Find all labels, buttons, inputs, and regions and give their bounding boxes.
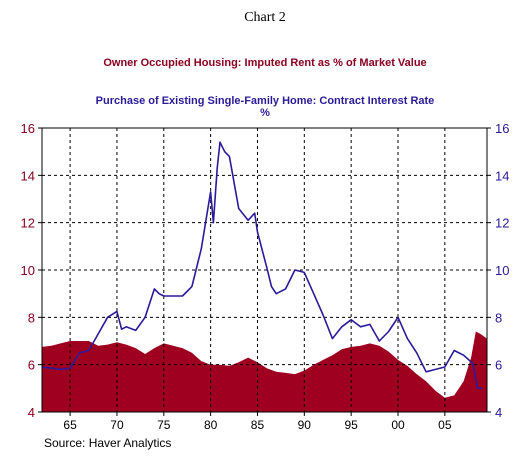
x-tick-label: 70 [110, 418, 124, 432]
legend-area-series: Owner Occupied Housing: Imputed Rent as … [103, 57, 426, 69]
plot-area [41, 127, 488, 413]
y-tick-label-left: 10 [21, 263, 35, 278]
line-series-path [41, 141, 483, 390]
right-axis-ticks: 4 6 8 10 12 14 16 [487, 121, 509, 420]
left-axis-ticks: 4 6 8 10 12 14 16 [21, 121, 42, 420]
source-note: Source: Haver Analytics [44, 436, 171, 450]
y-tick-label-left: 6 [28, 358, 35, 373]
y-tick-label-left: 14 [21, 168, 35, 183]
x-tick-label: 65 [63, 418, 77, 432]
x-tick-label: 95 [344, 418, 358, 432]
y-tick-label-right: 8 [495, 310, 502, 325]
x-tick-label: 85 [251, 418, 265, 432]
y-tick-label-right: 14 [495, 168, 509, 183]
x-tick-label: 75 [157, 418, 171, 432]
y-tick-label-right: 12 [495, 216, 509, 231]
line-series-layer [41, 141, 483, 390]
y-tick-label-left: 8 [28, 310, 35, 325]
chart-label: Chart 2 [244, 10, 286, 25]
gridlines [42, 128, 487, 412]
y-tick-label-right: 4 [495, 405, 502, 420]
x-axis-ticks: 65 70 75 80 85 90 95 00 05 [63, 412, 452, 432]
x-tick-label: 05 [438, 418, 452, 432]
x-tick-label: 90 [298, 418, 312, 432]
y-tick-label-left: 16 [21, 121, 35, 136]
legend-units: % [260, 107, 270, 119]
x-tick-label: 80 [204, 418, 218, 432]
legend-line-series: Purchase of Existing Single-Family Home:… [96, 95, 435, 107]
y-tick-label-left: 12 [21, 216, 35, 231]
area-series-path [42, 331, 487, 412]
y-tick-label-right: 10 [495, 263, 509, 278]
area-series-layer [42, 331, 487, 412]
y-tick-label-right: 6 [495, 358, 502, 373]
x-tick-label: 00 [391, 418, 405, 432]
y-tick-label-right: 16 [495, 121, 509, 136]
y-tick-label-left: 4 [28, 405, 35, 420]
